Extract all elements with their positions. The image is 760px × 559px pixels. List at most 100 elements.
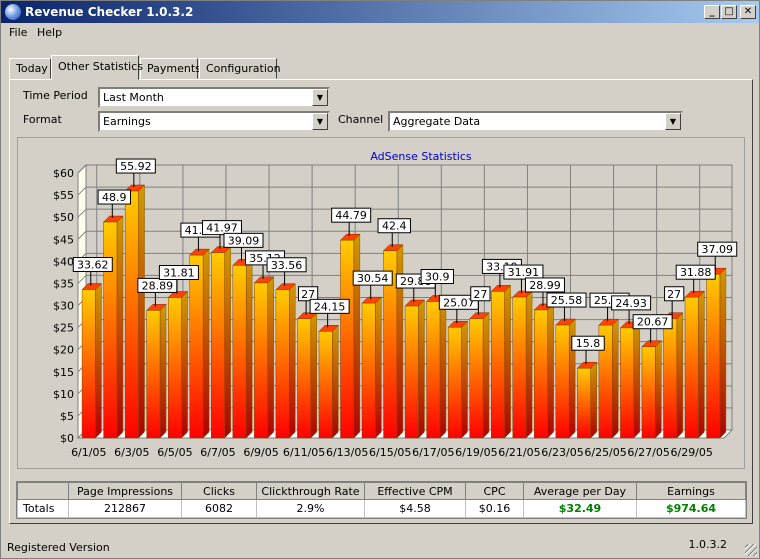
bar-side: [267, 276, 274, 439]
data-label: 31.91: [508, 266, 540, 279]
stats-cpc-value: $0.16: [465, 499, 524, 518]
menu-file[interactable]: File: [9, 26, 28, 39]
bar: [512, 296, 527, 439]
bar: [620, 327, 635, 439]
tab-other-statistics[interactable]: Other Statistics: [51, 55, 143, 80]
bar-side: [590, 361, 597, 439]
y-tick-label: $0: [60, 432, 74, 445]
stats-header-blank: [17, 482, 69, 500]
bar-side: [482, 312, 490, 439]
close-button[interactable]: ✕: [740, 5, 756, 19]
time-period-select[interactable]: Last Month ▼: [98, 87, 330, 108]
data-label-box: [697, 241, 738, 257]
bar: [146, 310, 161, 439]
data-label-box: [503, 264, 544, 280]
y-tick-label: $5: [60, 410, 74, 423]
data-label: 30.9: [425, 271, 450, 284]
x-tick-label: 6/3/05: [114, 446, 149, 459]
adsense-bar-chart: $0 $5 $10 $15 $20 $25 $30 $35 $40 $45 $50 $55 $60 33.…: [53, 150, 738, 459]
data-label-box: [352, 270, 393, 286]
channel-select[interactable]: Aggregate Data ▼: [388, 111, 683, 132]
data-label-box: [546, 292, 587, 308]
chevron-down-icon[interactable]: ▼: [312, 113, 328, 130]
data-label: 30.54: [357, 272, 389, 285]
x-tick-label: 6/27/05: [627, 446, 669, 459]
bar-side: [202, 248, 210, 439]
data-label: 27: [667, 288, 681, 301]
y-tick-label: $45: [53, 233, 74, 246]
bar-side: [504, 284, 511, 439]
bar: [598, 324, 613, 439]
bar-side: [461, 320, 468, 439]
chart-gridline-h-wall: [77, 230, 87, 240]
bar: [318, 331, 333, 439]
bar: [103, 221, 118, 439]
resize-grip-icon[interactable]: [745, 544, 757, 556]
x-tick-label: 6/21/05: [498, 446, 540, 459]
data-label: 41.97: [206, 222, 238, 235]
stats-cpm-value: $4.58: [364, 499, 466, 518]
y-tick-label: $40: [53, 255, 74, 268]
x-tick-label: 6/23/05: [541, 446, 583, 459]
bar: [555, 324, 570, 439]
maximize-button[interactable]: □: [721, 5, 737, 19]
data-label: 24.15: [314, 300, 346, 313]
data-label-box: [524, 277, 565, 293]
x-tick-label: 6/5/05: [157, 446, 192, 459]
bar: [167, 297, 182, 439]
y-tick-label: $10: [53, 388, 74, 401]
chevron-down-icon[interactable]: ▼: [312, 89, 328, 106]
minimize-button[interactable]: _: [704, 5, 720, 19]
table-row[interactable]: Totals 212867 6082 2.9% $4.58 $0.16 $32.…: [17, 499, 746, 518]
time-period-label: Time Period: [23, 89, 88, 102]
bar: [340, 239, 355, 439]
stats-header-impressions: Page Impressions: [68, 482, 182, 500]
bar: [684, 296, 699, 439]
x-tick-label: 6/19/05: [455, 446, 497, 459]
stats-header-ctr: Clickthrough Rate: [256, 482, 365, 500]
status-bar: Registered Version 1.0.3.2: [1, 536, 759, 558]
data-label-box: [266, 257, 307, 273]
data-label: 31.88: [680, 266, 712, 279]
time-period-value: Last Month: [103, 91, 164, 104]
data-label-box: [298, 286, 319, 302]
title-bar[interactable]: Revenue Checker 1.0.3.2 _ □ ✕: [1, 1, 759, 23]
format-select[interactable]: Earnings ▼: [98, 111, 330, 132]
data-label-box: [97, 189, 131, 205]
bar: [361, 302, 376, 439]
stats-avg-per-day-value: $32.49: [523, 499, 637, 518]
bar: [663, 318, 678, 439]
stats-ctr-value: 2.9%: [256, 499, 365, 518]
data-label: 25.07: [443, 296, 475, 309]
bar: [81, 289, 96, 439]
menu-help[interactable]: Help: [37, 26, 63, 39]
bar: [577, 367, 591, 439]
data-label-box: [664, 286, 685, 302]
y-tick-label: $35: [53, 277, 74, 290]
chevron-down-icon[interactable]: ▼: [665, 113, 681, 130]
tab-payments[interactable]: Payments: [140, 58, 201, 79]
x-tick-label: 6/13/05: [326, 446, 368, 459]
tab-today[interactable]: Today: [9, 58, 51, 79]
data-label: 24.93: [615, 297, 647, 310]
bar-side: [310, 312, 318, 439]
data-label-box: [470, 286, 491, 302]
data-label-box: [571, 335, 605, 351]
data-label: 44.79: [335, 209, 367, 222]
chart-gridline-h-wall: [77, 186, 87, 196]
x-tick-label: 6/9/05: [243, 446, 278, 459]
y-tick-label: $50: [53, 211, 74, 224]
bar-side: [611, 318, 619, 439]
bar: [404, 305, 419, 439]
data-label: 48.9: [102, 191, 127, 204]
bar: [297, 318, 312, 439]
status-registered: Registered Version: [7, 541, 110, 554]
data-label-box: [223, 232, 264, 248]
bar-side: [353, 233, 361, 439]
x-tick-label: 6/11/05: [283, 446, 325, 459]
tab-configuration[interactable]: Configuration: [199, 58, 281, 79]
data-label: 33.56: [271, 259, 303, 272]
bar-side: [116, 215, 124, 439]
data-label-box: [72, 257, 113, 273]
